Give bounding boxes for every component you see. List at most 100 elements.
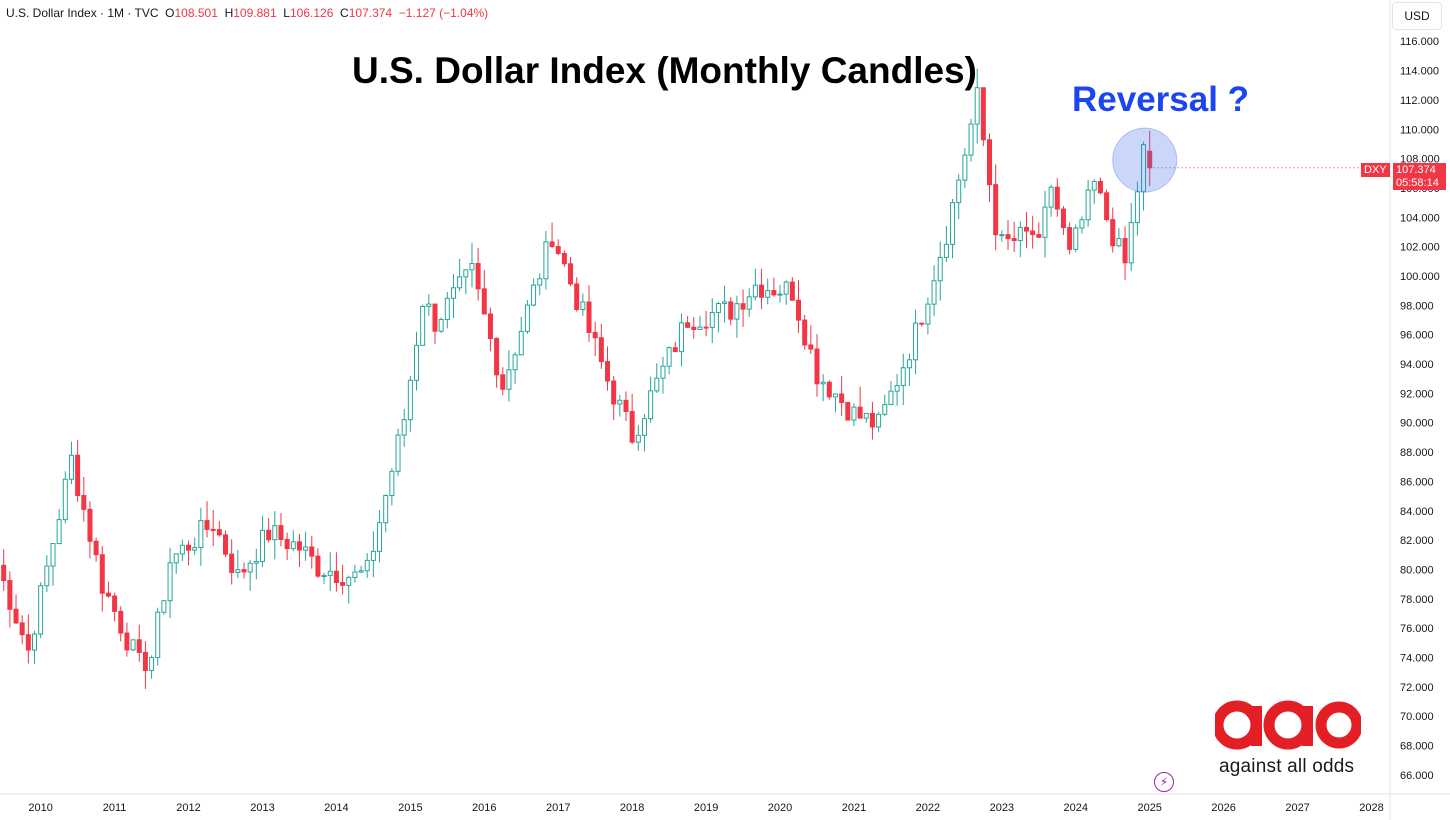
candle-body [943,243,949,258]
candle-body [216,529,222,536]
candle-body [383,494,389,524]
currency-button[interactable]: USD [1392,2,1442,30]
x-tick-label: 2015 [398,802,422,814]
candle-body [543,241,549,280]
candle-body [266,529,272,541]
candle-body [247,562,253,573]
candle-body [346,576,352,586]
candle-body [715,303,721,314]
candle-body [524,304,530,332]
candle-body [241,569,247,573]
candle-body [1060,208,1066,229]
candle-body [167,562,173,602]
candle-body [1085,189,1091,221]
candle-body [229,553,235,573]
y-tick-label: 84.000 [1400,506,1434,518]
countdown-tag: 05:58:14 [1393,176,1446,190]
candle-body [1017,226,1023,242]
candle-body [1110,219,1116,247]
logo-text: against all odds [1219,756,1355,777]
reversal-highlight-circle [1112,127,1178,193]
candle-body [1073,227,1079,250]
candle-body [1141,144,1147,193]
candle-body [906,359,912,369]
y-tick-label: 82.000 [1400,535,1434,547]
candle-body [290,541,296,550]
candle-body [179,544,185,555]
open-value: 108.501 [174,6,218,20]
high-value: 109.881 [233,6,277,20]
candle-body [876,413,882,428]
x-tick-label: 2019 [694,802,718,814]
candle-body [38,585,44,635]
candle-body [93,540,99,556]
candle-body [1104,192,1110,221]
candle-body [1048,186,1054,208]
candle-body [549,241,555,247]
symbol-name[interactable]: U.S. Dollar Index · 1M · TVC [6,6,159,20]
candle-body [296,541,302,551]
y-tick-label: 104.000 [1400,212,1440,224]
candle-body [808,344,814,350]
candle-body [309,546,315,557]
close-label: C [340,6,349,20]
candle-body [1067,227,1073,250]
candle-body [487,313,493,340]
candle-body [25,634,31,651]
candle-body [142,651,148,671]
candle-body [882,404,888,415]
candle-body [130,639,136,651]
candle-body [81,495,87,510]
candle-body [352,571,358,578]
candle-body [752,284,758,298]
last-price-tag: 107.374 [1393,163,1446,177]
candle-body [1036,234,1042,238]
candle-body [198,520,204,549]
candle-body [192,547,198,551]
candle-body [87,508,93,542]
candle-body [475,263,481,290]
x-tick-label: 2028 [1359,802,1383,814]
candle-body [463,269,469,278]
candle-body [19,622,25,636]
candle-body [50,543,56,567]
candle-body [7,579,13,610]
y-tick-label: 112.000 [1400,95,1439,107]
candle-body [44,565,50,587]
candle-body [974,87,980,125]
y-tick-label: 90.000 [1400,418,1434,430]
y-tick-label: 114.000 [1400,66,1439,78]
candle-body [555,245,561,254]
candle-body [99,554,105,594]
y-tick-label: 102.000 [1400,242,1440,254]
candle-body [759,284,765,298]
x-tick-label: 2018 [620,802,644,814]
candle-body [358,570,364,573]
candle-body [149,657,155,671]
lightning-icon[interactable]: ⚡ [1154,772,1174,792]
candle-body [112,595,118,612]
candle-body [697,326,703,331]
candle-body [420,305,426,346]
candle-body [1023,226,1029,232]
candle-body [315,555,321,577]
candle-body [1079,219,1085,229]
candle-body [734,303,740,320]
candle-body [820,381,826,385]
x-tick-label: 2014 [324,802,348,814]
candle-body [438,318,444,332]
candle-body [13,608,19,624]
change-value: −1.127 (−1.04%) [398,6,489,20]
open-label: O [165,6,175,20]
y-tick-label: 66.000 [1400,770,1434,782]
candle-body [272,525,278,541]
x-tick-label: 2025 [1137,802,1161,814]
candle-body [395,434,401,472]
candle-body [1122,238,1128,264]
candle-body [789,281,795,301]
high-label: H [224,6,234,20]
candle-body [617,399,623,405]
candle-body [401,419,407,436]
candle-body [155,611,161,659]
